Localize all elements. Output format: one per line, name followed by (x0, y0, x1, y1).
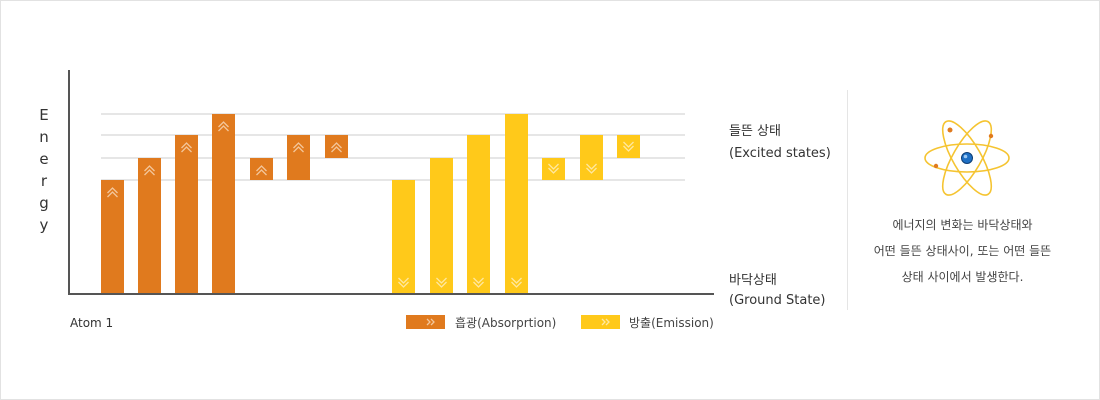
atom-orbit-3 (941, 120, 993, 196)
double-chevron-up-icon (107, 187, 118, 198)
absorption-bar-6 (287, 135, 310, 180)
excited-state-label-ko: 들뜬 상태 (729, 124, 781, 139)
emission-bar-rect (505, 114, 528, 294)
divider (847, 90, 848, 310)
legend-emission-swatch (581, 315, 620, 329)
atom-nucleus-highlight (963, 154, 968, 159)
double-chevron-down-icon (398, 277, 409, 288)
double-chevron-up-icon (181, 142, 192, 153)
emission-bar-rect (392, 180, 415, 294)
double-chevron-down-icon (473, 277, 484, 288)
description-line-3: 상태 사이에서 발생한다. (901, 270, 1024, 284)
double-chevron-up-icon (331, 142, 342, 153)
emission-bar-5 (542, 158, 565, 180)
y-axis-letter-4: r (41, 172, 48, 190)
absorption-bar-rect (175, 135, 198, 294)
atom-label: Atom 1 (70, 316, 113, 330)
double-chevron-down-icon (436, 277, 447, 288)
absorption-bar-rect (287, 135, 310, 180)
atom-electron-2 (988, 133, 994, 139)
absorption-bar-rect (138, 158, 161, 294)
double-chevron-up-icon (218, 121, 229, 132)
atom-icon (924, 120, 1010, 196)
emission-bar-7 (617, 135, 640, 158)
emission-bar-rect (467, 135, 490, 294)
double-chevron-up-icon (293, 142, 304, 153)
legend: 흡광(Absorprtion) 방출(Emission) (406, 315, 714, 330)
y-axis-letter-3: e (39, 150, 48, 168)
ground-state-label-ko: 바닥상태 (729, 273, 777, 288)
atom-nucleus (961, 152, 973, 164)
emission-bar-2 (430, 158, 453, 294)
legend-emission-label: 방출(Emission) (629, 316, 714, 330)
absorption-bar-1 (101, 180, 124, 294)
double-chevron-down-icon (511, 277, 522, 288)
emission-bar-rect (430, 158, 453, 294)
absorption-bar-rect (101, 180, 124, 294)
emission-bar-rect (580, 135, 603, 180)
y-axis-letter-1: E (39, 106, 48, 124)
absorption-bar-2 (138, 158, 161, 294)
absorption-bar-rect (212, 114, 235, 294)
atom-electron-3 (933, 163, 939, 169)
atom-orbit-1 (924, 143, 1010, 173)
emission-bar-6 (580, 135, 603, 180)
y-axis-letter-5: g (39, 194, 49, 212)
atom-orbit-2 (941, 120, 993, 196)
double-chevron-down-icon (548, 163, 559, 174)
excited-state-label-en: (Excited states) (729, 146, 831, 161)
legend-emission-arrow-icon (601, 318, 610, 326)
absorption-bar-3 (175, 135, 198, 294)
double-chevron-up-icon (144, 165, 155, 176)
legend-absorption-label: 흡광(Absorprtion) (455, 316, 556, 330)
double-chevron-up-icon (256, 165, 267, 176)
emission-bar-3 (467, 135, 490, 294)
transition-bars (101, 114, 640, 294)
legend-absorption-swatch (406, 315, 445, 329)
double-chevron-down-icon (623, 141, 634, 152)
absorption-bar-4 (212, 114, 235, 294)
description: 에너지의 변화는 바닥상태와 어떤 들뜬 상태사이, 또는 어떤 들뜬 상태 사… (855, 212, 1070, 290)
emission-bar-1 (392, 180, 415, 294)
y-axis-letter-6: y (40, 216, 49, 234)
emission-bar-4 (505, 114, 528, 294)
ground-state-label-en: (Ground State) (729, 293, 826, 308)
description-line-2: 어떤 들뜬 상태사이, 또는 어떤 들뜬 (873, 244, 1052, 258)
atom-electron-1 (947, 127, 953, 133)
absorption-bar-7 (325, 135, 348, 158)
double-chevron-down-icon (586, 163, 597, 174)
legend-absorption-arrow-icon (426, 318, 435, 326)
absorption-bar-5 (250, 158, 273, 180)
description-line-1: 에너지의 변화는 바닥상태와 (892, 218, 1033, 232)
y-axis-letter-2: n (39, 128, 49, 146)
absorption-bar-rect (250, 158, 273, 180)
